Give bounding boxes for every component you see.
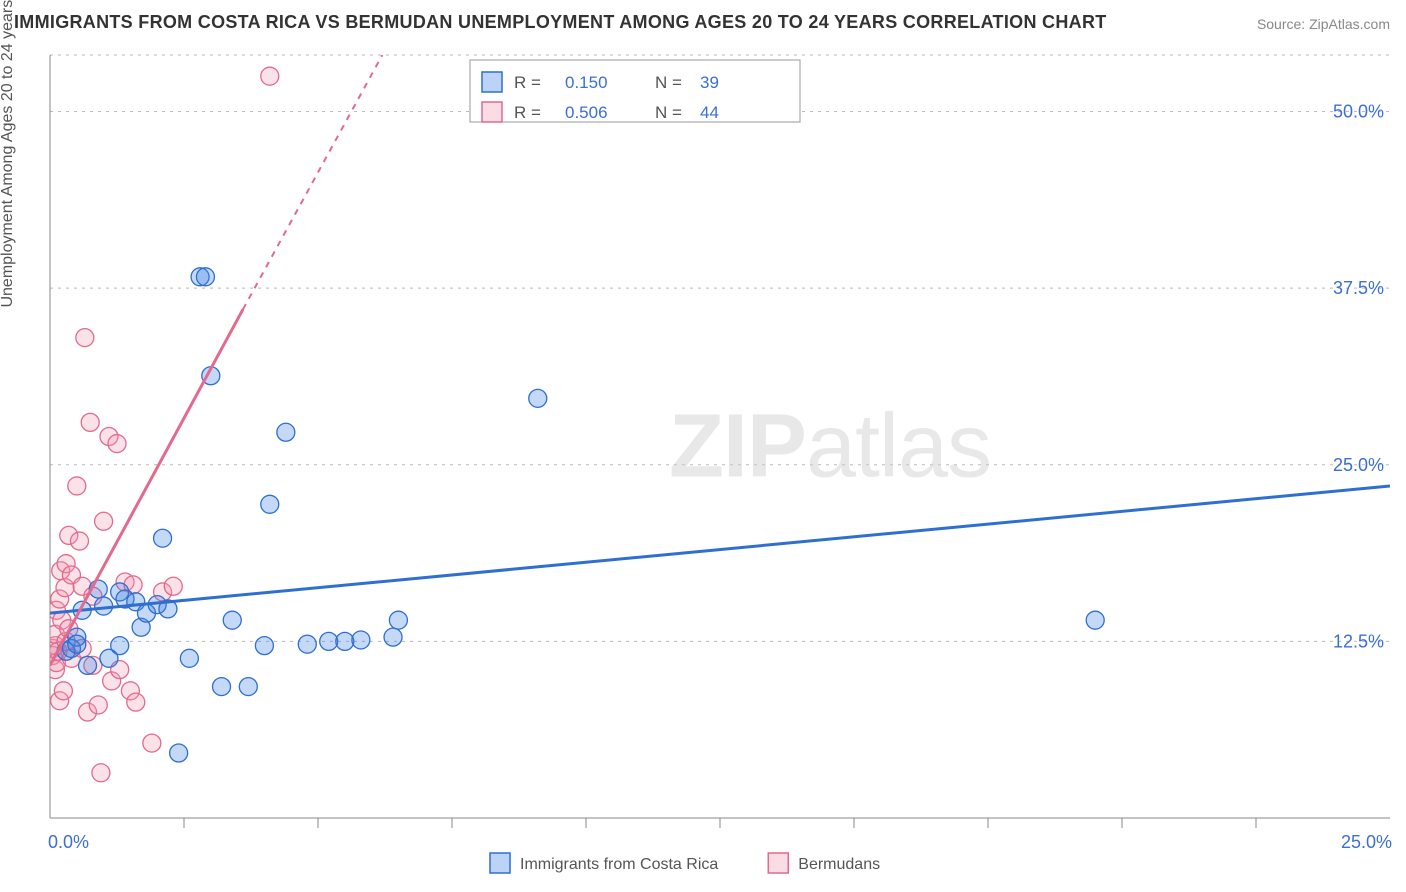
data-point <box>255 637 273 655</box>
legend-n-label: N = <box>655 73 682 92</box>
data-point <box>81 413 99 431</box>
trend-line-extrapolated <box>243 55 382 309</box>
legend-swatch <box>490 853 510 873</box>
data-point <box>261 495 279 513</box>
data-point <box>111 637 129 655</box>
legend-r-label: R = <box>514 73 541 92</box>
legend-series-label: Bermudans <box>798 856 880 873</box>
data-point <box>89 696 107 714</box>
data-point <box>92 764 110 782</box>
y-tick-label: 25.0% <box>1333 455 1384 475</box>
data-point <box>108 435 126 453</box>
data-point <box>1086 611 1104 629</box>
data-point <box>68 477 86 495</box>
y-tick-label: 50.0% <box>1333 102 1384 122</box>
data-point <box>180 649 198 667</box>
data-point <box>223 611 241 629</box>
y-tick-label: 12.5% <box>1333 631 1384 651</box>
data-point <box>389 611 407 629</box>
data-point <box>529 389 547 407</box>
legend-n-label: N = <box>655 103 682 122</box>
data-point <box>320 632 338 650</box>
data-point <box>298 635 316 653</box>
data-point <box>70 532 88 550</box>
legend-r-value: 0.150 <box>565 73 608 92</box>
data-point <box>68 635 86 653</box>
data-point <box>261 67 279 85</box>
x-tick-label: 0.0% <box>48 832 89 852</box>
y-tick-label: 37.5% <box>1333 278 1384 298</box>
legend-swatch <box>482 72 502 92</box>
chart-canvas: 12.5% 25.0% 37.5% 50.0% ZIPatlas 0.0% 25.0% R =… <box>0 0 1406 892</box>
trend-line <box>50 486 1390 613</box>
data-point <box>170 744 188 762</box>
watermark: ZIPatlas <box>669 397 991 497</box>
data-point <box>384 628 402 646</box>
data-point <box>336 632 354 650</box>
data-point <box>127 693 145 711</box>
legend-swatch <box>482 102 502 122</box>
data-point <box>154 529 172 547</box>
data-point <box>143 734 161 752</box>
legend-n-value: 39 <box>700 73 719 92</box>
legend-r-value: 0.506 <box>565 103 608 122</box>
legend-swatch <box>768 853 788 873</box>
legend-r-label: R = <box>514 103 541 122</box>
data-point <box>352 631 370 649</box>
data-point <box>164 577 182 595</box>
data-point <box>95 512 113 530</box>
legend-n-value: 44 <box>700 103 719 122</box>
data-point <box>76 329 94 347</box>
data-point <box>54 682 72 700</box>
x-tick-label: 25.0% <box>1341 832 1392 852</box>
data-point <box>213 678 231 696</box>
data-point <box>239 678 257 696</box>
legend-series-label: Immigrants from Costa Rica <box>520 856 718 873</box>
data-point <box>79 656 97 674</box>
data-point <box>196 268 214 286</box>
data-point <box>277 423 295 441</box>
